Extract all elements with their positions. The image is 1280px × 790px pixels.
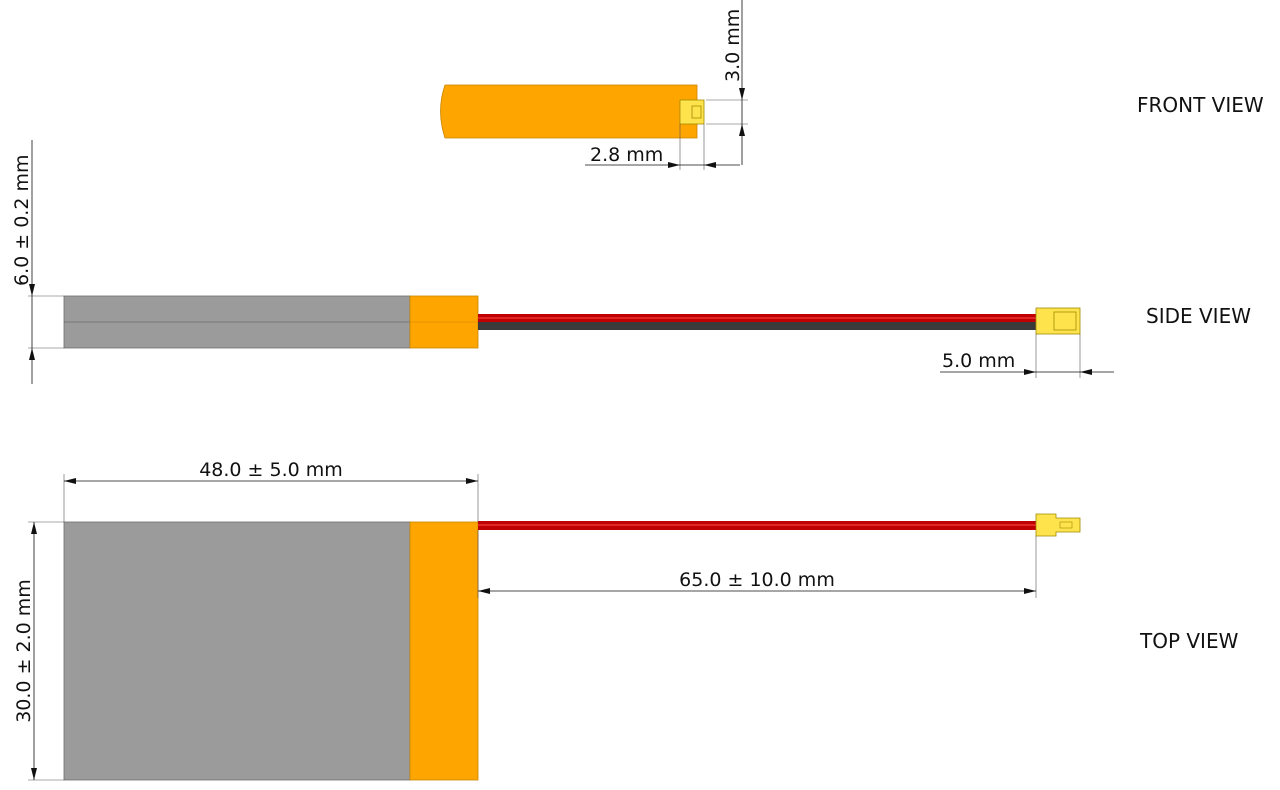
side-view: 6.0 ± 0.2 mm 5.0 mm: [11, 140, 1114, 384]
side-wire-black: [478, 322, 1038, 330]
width-label: 30.0 ± 2.0 mm: [13, 579, 35, 723]
top-view-label: TOP VIEW: [1139, 629, 1239, 653]
top-insulation: [409, 521, 479, 781]
connector-width-label: 2.8 mm: [590, 144, 663, 166]
connector-length-label: 5.0 mm: [942, 350, 1015, 372]
front-cell-body: [440, 84, 698, 139]
top-cell-body: [63, 521, 411, 781]
top-view: 48.0 ± 5.0 mm 65.0 ± 10.0 mm 30.0 ± 2.0 …: [13, 459, 1081, 781]
wire-length-label: 65.0 ± 10.0 mm: [679, 569, 835, 591]
top-connector: [1035, 513, 1081, 537]
length-label: 48.0 ± 5.0 mm: [199, 459, 343, 481]
top-connector-latch: [1059, 521, 1073, 529]
side-connector-housing: [1053, 311, 1077, 331]
connector-height-label: 3.0 mm: [722, 9, 744, 82]
thickness-label: 6.0 ± 0.2 mm: [11, 155, 33, 287]
front-view-label: FRONT VIEW: [1137, 93, 1264, 117]
front-view: 3.0 mm 2.8 mm: [440, 0, 748, 170]
side-view-label: SIDE VIEW: [1146, 304, 1251, 328]
front-connector-pin: [691, 105, 702, 119]
